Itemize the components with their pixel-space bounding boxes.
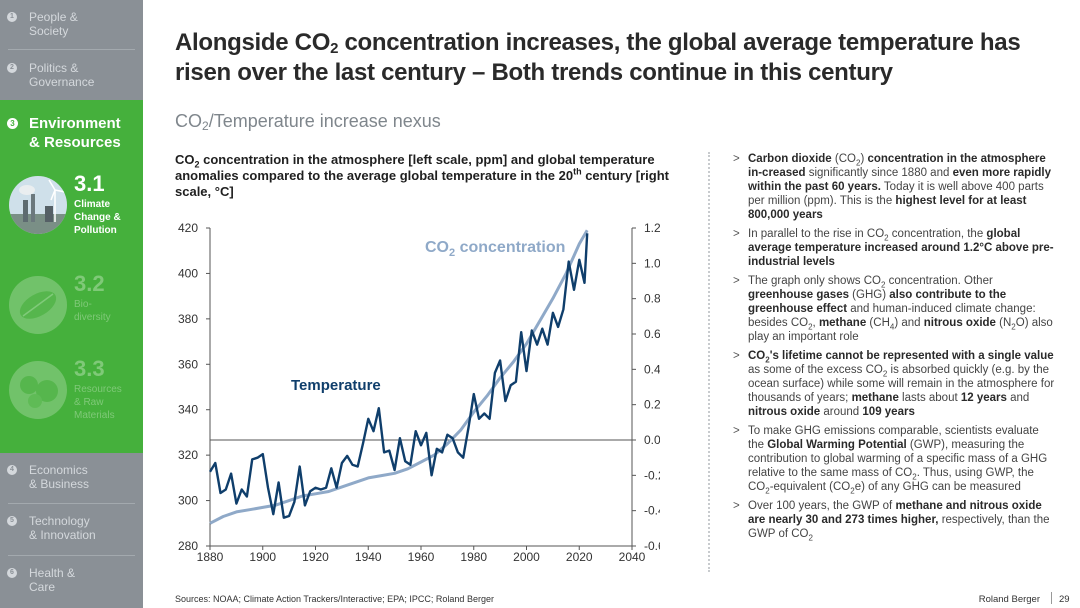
subitem-label: Bio- diversity xyxy=(74,299,111,323)
subitem-label: Resources & Raw Materials xyxy=(74,384,122,421)
subitem-label: Climate Change & Pollution xyxy=(74,199,121,236)
right-axis-tick-label: 0.2 xyxy=(644,398,660,412)
footer-brand: Roland Berger xyxy=(978,594,1040,605)
sidebar-active-section: 3 Environment & Resources 3.1 xyxy=(0,100,143,453)
sidebar-item-label: Politics & Governance xyxy=(29,61,95,89)
right-axis-tick-label: -0.2 xyxy=(644,468,660,482)
page-number: 29 xyxy=(1059,594,1070,605)
bullet-marker: > xyxy=(733,425,740,437)
right-axis-tick-label: 1.2 xyxy=(644,221,660,235)
subitem-number: 3.2 xyxy=(74,271,105,296)
page-subtitle: CO2/Temperature increase nexus xyxy=(175,111,441,133)
sidebar-subitem-resources[interactable]: 3.3 Resources & Raw Materials xyxy=(0,357,143,437)
raw-materials-icon xyxy=(9,361,67,419)
chart-heading: CO2 concentration in the atmosphere [lef… xyxy=(175,152,669,199)
x-axis-tick-label: 1920 xyxy=(302,550,329,564)
key-facts-list: > Carbon dioxide (CO2) concentration in t… xyxy=(733,152,1055,546)
right-axis-tick-label: 0.0 xyxy=(644,433,660,447)
sidebar-divider xyxy=(8,49,135,50)
left-axis-tick-label: 360 xyxy=(178,357,198,371)
bullet-marker: > xyxy=(733,153,740,165)
sidebar-divider xyxy=(8,555,135,556)
x-axis-tick-label: 1980 xyxy=(460,550,487,564)
left-axis-tick-label: 300 xyxy=(178,494,198,508)
sidebar-item-label: People & Society xyxy=(29,10,78,38)
sidebar-item-label: Economics & Business xyxy=(29,463,90,491)
bullet-marker: > xyxy=(733,500,740,512)
sidebar: 1 People & Society 2 Politics & Governan… xyxy=(0,0,143,608)
co2-temperature-chart: 280 300 320 340 360 380 400 420 -0.6 -0.4 -0.2 0.0 0… xyxy=(178,221,660,564)
sidebar-item-number: 1 xyxy=(7,12,17,22)
right-axis-tick-label: -0.6 xyxy=(644,539,660,553)
footer-divider xyxy=(1051,592,1052,604)
right-axis-tick-label: 0.6 xyxy=(644,327,660,341)
right-axis-tick-label: 0.4 xyxy=(644,362,660,376)
section-divider xyxy=(708,152,710,572)
key-fact-item: > Carbon dioxide (CO2) concentration in t… xyxy=(733,153,1052,221)
bullet-marker: > xyxy=(733,350,740,362)
sidebar-item-number: 6 xyxy=(7,568,17,578)
subitem-number: 3.3 xyxy=(74,356,105,381)
x-axis-tick-label: 1960 xyxy=(408,550,435,564)
x-axis-tick-label: 1940 xyxy=(355,550,382,564)
sidebar-item-number: 4 xyxy=(7,465,17,475)
left-axis-tick-label: 340 xyxy=(178,403,198,417)
right-axis-tick-label: -0.4 xyxy=(644,504,660,518)
x-axis-tick-label: 1900 xyxy=(249,550,276,564)
key-fact-item: > The graph only shows CO2 concentration.… xyxy=(733,275,1053,343)
bullet-marker: > xyxy=(733,228,740,240)
bullet-marker: > xyxy=(733,275,740,287)
left-axis-tick-label: 420 xyxy=(178,221,198,235)
sources-note: Sources: NOAA; Climate Action Trackers/I… xyxy=(175,594,494,604)
leaf-icon xyxy=(9,276,67,334)
left-axis-tick-label: 280 xyxy=(178,539,198,553)
left-axis-tick-label: 320 xyxy=(178,448,198,462)
wind-turbine-icon xyxy=(9,176,67,234)
sidebar-divider xyxy=(8,503,135,504)
sidebar-item-number: 3 xyxy=(7,118,18,129)
sidebar-subitem-climate-change[interactable]: 3.1 Climate Change & Pollution xyxy=(0,172,143,252)
temperature-series-label: Temperature xyxy=(291,377,381,394)
sidebar-item-number: 5 xyxy=(7,516,17,526)
right-axis-tick-label: 1.0 xyxy=(644,256,660,270)
x-axis-tick-label: 1880 xyxy=(197,550,224,564)
right-axis-tick-label: 0.8 xyxy=(644,292,660,306)
left-axis-tick-label: 400 xyxy=(178,266,198,280)
key-fact-item: > CO2's lifetime cannot be represented wi… xyxy=(733,350,1055,418)
x-axis-tick-label: 2000 xyxy=(513,550,540,564)
x-axis-tick-label: 2020 xyxy=(566,550,593,564)
sidebar-item-label: Technology & Innovation xyxy=(29,514,96,542)
page-title: Alongside CO2 concentration increases, t… xyxy=(175,29,1021,86)
sidebar-item-label: Health & Care xyxy=(29,566,76,594)
x-axis-tick-label: 2040 xyxy=(619,550,646,564)
left-axis-tick-label: 380 xyxy=(178,312,198,326)
sidebar-item-label: Environment & Resources xyxy=(29,115,121,151)
sidebar-subitem-biodiversity[interactable]: 3.2 Bio- diversity xyxy=(0,272,143,352)
key-fact-item: > To make GHG emissions comparable, scien… xyxy=(733,425,1048,496)
key-fact-item: > Over 100 years, the GWP of methane and … xyxy=(733,500,1050,543)
key-fact-item: > In parallel to the rise in CO2 concentr… xyxy=(733,228,1054,268)
co2-series-label: CO2 concentration xyxy=(425,239,565,259)
sidebar-item-number: 2 xyxy=(7,63,17,73)
subitem-number: 3.1 xyxy=(74,171,105,196)
temperature-series-line xyxy=(208,233,589,519)
